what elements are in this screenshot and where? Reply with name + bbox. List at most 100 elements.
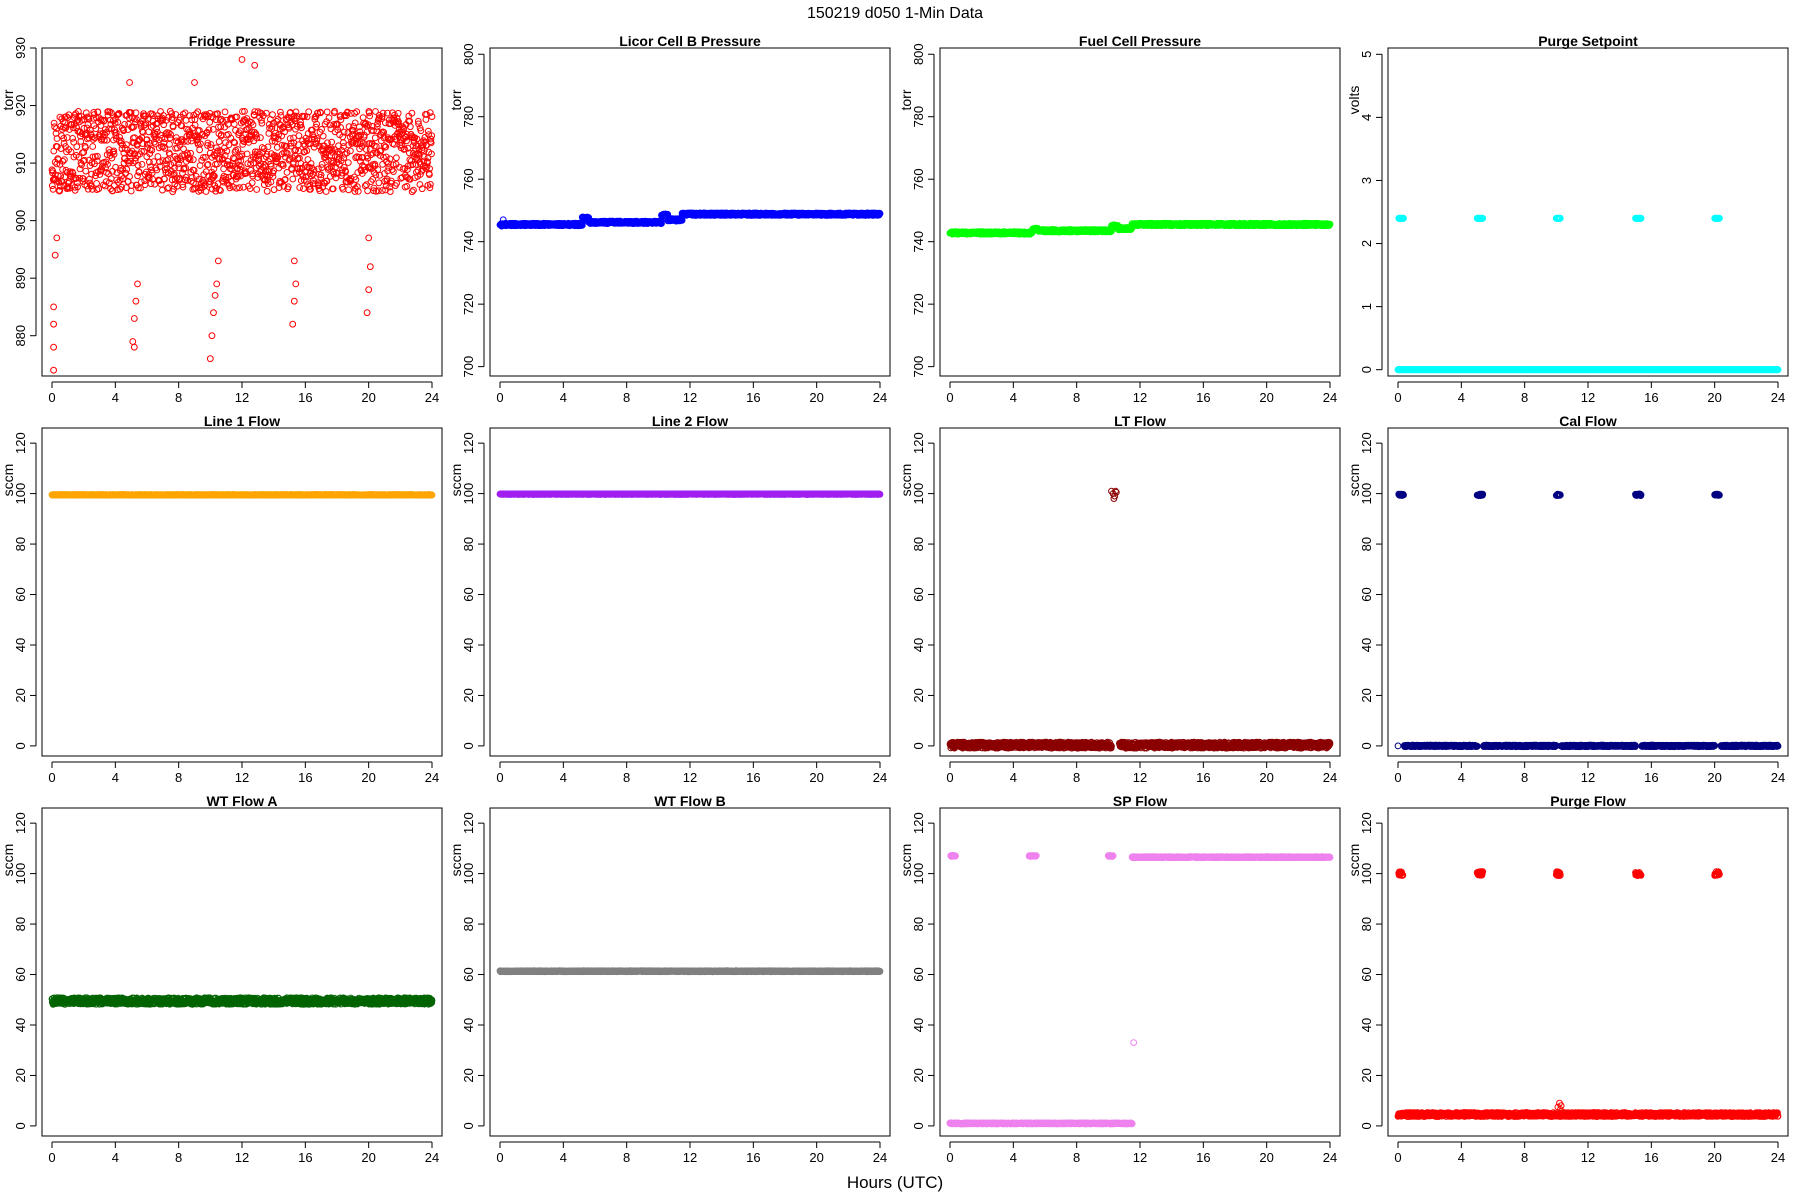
data-point [74,183,81,191]
data-point [62,124,70,132]
data-point [210,309,217,317]
data-point [100,117,108,125]
data-point [104,161,111,168]
data-point [136,135,144,143]
data-point [125,159,133,167]
x-tick-label: 0 [946,390,953,405]
x-tick-label: 16 [298,390,312,405]
data-point [296,184,304,191]
y-tick-label: 760 [461,168,476,190]
data-point [161,144,169,152]
data-point [130,343,138,351]
series-points [946,219,1334,238]
data-point [150,112,157,119]
data-point [114,118,122,126]
x-tick-label: 24 [425,390,439,405]
data-point [50,343,57,351]
data-point [166,134,174,142]
y-tick-label: 740 [461,231,476,253]
x-tick-label: 0 [48,390,55,405]
data-point [118,183,125,191]
data-point [98,166,105,173]
data-point [253,186,261,193]
y-tick-label: 900 [13,210,28,232]
data-point [56,187,64,195]
data-point [121,121,128,128]
data-point [50,320,57,328]
data-point [123,166,131,173]
data-point [208,332,216,340]
data-point [48,166,56,174]
data-point [323,108,331,116]
x-tick-label: 12 [235,390,249,405]
data-point [94,152,101,160]
data-point [138,148,145,155]
data-point [135,184,142,192]
data-point [50,366,57,374]
data-point [126,79,134,86]
data-point [150,158,158,166]
data-point [59,157,67,165]
data-point [77,138,85,145]
data-point [161,175,168,183]
data-point [167,131,175,138]
x-tick-label: 4 [112,390,119,405]
data-point [128,123,135,131]
data-point [89,143,97,150]
data-point [117,137,125,145]
data-point [49,185,57,193]
data-point [134,280,141,288]
data-point [148,166,156,174]
panel-title: Fuel Cell Pressure [1079,33,1201,49]
data-point [221,108,229,116]
data-point [132,109,140,117]
data-point [163,160,171,168]
data-point [110,150,118,158]
x-axis: 0 4 8 12 16 20 24 [496,381,887,405]
y-tick-label: 740 [911,231,926,253]
x-tick-label: 4 [1010,390,1017,405]
data-point [87,182,95,190]
data-point [138,128,146,135]
data-point [322,188,330,195]
data-point [101,182,109,190]
data-point [61,156,68,164]
data-point [67,148,75,156]
data-point [107,116,114,124]
x-axis: 0 4 8 12 16 20 24 [946,381,1337,405]
data-point [365,286,373,294]
data-point [89,136,97,143]
data-point [81,156,88,164]
plot-frame [939,47,1341,377]
data-point [51,251,59,259]
data-point [120,127,127,135]
data-point [122,169,130,177]
data-point [165,129,173,137]
data-point [89,153,97,161]
y-tick-label: 780 [911,106,926,128]
data-point [191,79,198,86]
x-tick-label: 0 [496,390,503,405]
data-point [82,144,89,152]
data-point [79,175,87,183]
data-point [363,309,371,317]
data-point [93,157,101,165]
data-point [364,187,372,195]
x-tick-label: 24 [1323,390,1337,405]
data-point [115,110,123,117]
y-tick-label: 930 [13,37,28,59]
data-point [50,303,57,311]
data-point [375,179,383,187]
x-tick-label: 12 [1133,390,1147,405]
x-tick-label: 8 [175,390,182,405]
data-point [73,143,81,151]
data-point [71,111,79,119]
data-point [247,166,255,174]
data-point [134,161,142,169]
data-point [171,164,178,172]
